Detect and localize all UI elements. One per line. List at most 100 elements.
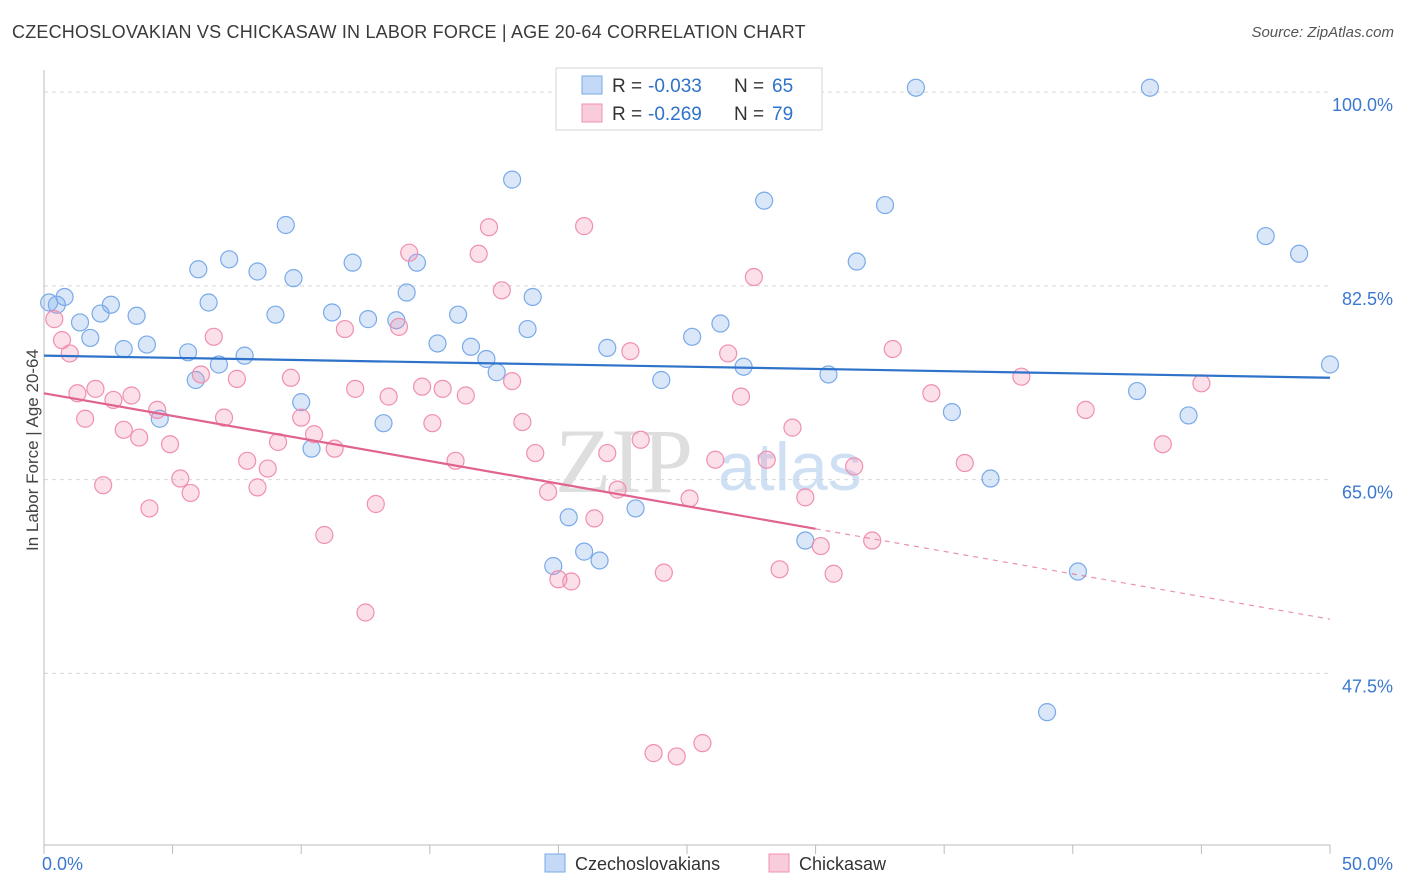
stats-n-value-chickasaw: 79: [772, 104, 793, 125]
point-chickasaw-36: [412, 377, 432, 396]
point-chickasaw-13: [160, 435, 180, 454]
point-czechoslovakians-39: [575, 542, 594, 561]
point-chickasaw-77: [1076, 400, 1095, 419]
y-tick-label-1: 82.5%: [1342, 289, 1393, 309]
point-chickasaw-21: [248, 478, 267, 497]
point-czechoslovakians-64: [652, 370, 671, 390]
point-chickasaw-42: [479, 218, 499, 237]
point-czechoslovakians-18: [276, 215, 295, 235]
watermark: ZIP atlas: [555, 410, 862, 512]
point-chickasaw-40: [456, 386, 475, 405]
trend-line-chickasaw: [43, 392, 816, 530]
point-czechoslovakians-53: [981, 469, 1000, 488]
point-czechoslovakians-50: [875, 195, 895, 215]
chart-title: CZECHOSLOVAKIAN VS CHICKASAW IN LABOR FO…: [12, 22, 806, 42]
point-chickasaw-73: [883, 339, 902, 359]
point-czechoslovakians-54: [1037, 703, 1057, 722]
point-chickasaw-54: [621, 342, 640, 361]
point-chickasaw-68: [796, 488, 815, 507]
stats-n-label-czechoslovakians: N =: [734, 76, 764, 97]
point-czechoslovakians-60: [1256, 226, 1275, 246]
point-czechoslovakians-47: [796, 531, 815, 550]
trend-line-czechoslovakians: [43, 354, 1331, 379]
point-czechoslovakians-2: [55, 287, 74, 307]
point-chickasaw-30: [346, 379, 365, 398]
point-chickasaw-61: [706, 450, 725, 469]
stats-r-value-chickasaw: -0.269: [648, 104, 702, 125]
stats-r-label-czechoslovakians: R =: [612, 76, 642, 97]
point-czechoslovakians-63: [220, 250, 239, 269]
point-czechoslovakians-38: [559, 508, 578, 527]
point-czechoslovakians-51: [906, 78, 926, 97]
trend-line-extension-chickasaw: [815, 528, 1331, 620]
point-chickasaw-69: [811, 536, 830, 556]
tick-labels: 100.0% 82.5% 65.0% 47.5% 0.0% 50.0%: [42, 95, 1393, 874]
point-chickasaw-44: [503, 372, 522, 391]
point-czechoslovakians-61: [1127, 381, 1147, 401]
point-chickasaw-56: [644, 744, 663, 763]
point-chickasaw-6: [94, 476, 113, 495]
stats-r-label-chickasaw: R =: [612, 104, 642, 125]
x-tick-label-0: 0.0%: [42, 854, 83, 874]
point-czechoslovakians-28: [407, 253, 427, 272]
y-tick-label-0: 100.0%: [1332, 95, 1393, 115]
point-chickasaw-60: [693, 734, 712, 753]
point-chickasaw-50: [575, 217, 594, 236]
watermark-atlas: atlas: [718, 429, 862, 505]
point-czechoslovakians-23: [343, 253, 362, 272]
point-czechoslovakians-20: [292, 393, 311, 412]
point-czechoslovakians-19: [284, 269, 303, 288]
point-chickasaw-12: [148, 400, 167, 419]
point-chickasaw-75: [955, 453, 974, 473]
point-czechoslovakians-9: [137, 335, 156, 354]
legend-swatch-czechoslovakians: [544, 853, 566, 873]
axes: [43, 70, 1331, 854]
point-chickasaw-64: [744, 267, 763, 287]
point-czechoslovakians-22: [322, 303, 342, 322]
point-chickasaw-34: [389, 317, 409, 336]
point-chickasaw-52: [598, 443, 617, 463]
point-chickasaw-26: [304, 425, 324, 444]
point-chickasaw-10: [130, 428, 149, 447]
trend-lines: [43, 354, 1331, 620]
point-chickasaw-71: [845, 457, 864, 476]
y-tick-label-3: 47.5%: [1342, 676, 1393, 696]
point-chickasaw-47: [539, 482, 558, 501]
point-chickasaw-65: [757, 450, 776, 469]
point-czechoslovakians-56: [1140, 78, 1160, 97]
point-chickasaw-32: [366, 494, 385, 514]
point-chickasaw-67: [783, 418, 802, 437]
point-czechoslovakians-52: [942, 403, 962, 422]
legend-swatch-chickasaw: [768, 853, 790, 873]
point-czechoslovakians-57: [1179, 406, 1198, 425]
chart-source: Source: ZipAtlas.com: [1251, 24, 1394, 41]
point-czechoslovakians-24: [358, 310, 378, 329]
point-chickasaw-31: [356, 603, 375, 622]
point-chickasaw-2: [60, 344, 79, 363]
point-chickasaw-46: [526, 443, 545, 463]
point-chickasaw-11: [140, 499, 159, 518]
stats-n-label-chickasaw: N =: [734, 104, 764, 125]
point-czechoslovakians-7: [114, 339, 133, 359]
stats-legend-frame: [555, 67, 823, 131]
point-chickasaw-57: [654, 563, 673, 582]
point-chickasaw-14: [171, 469, 190, 488]
point-czechoslovakians-16: [248, 262, 267, 281]
stats-r-value-czechoslovakians: -0.033: [648, 76, 702, 97]
point-chickasaw-17: [204, 327, 223, 346]
point-czechoslovakians-34: [503, 170, 522, 189]
point-chickasaw-49: [562, 572, 581, 591]
point-czechoslovakians-25: [374, 414, 393, 433]
point-chickasaw-58: [667, 747, 686, 766]
point-chickasaw-29: [335, 319, 355, 339]
data-points: [40, 78, 1340, 766]
point-chickasaw-24: [281, 368, 301, 387]
point-chickasaw-19: [227, 369, 246, 388]
point-czechoslovakians-49: [847, 252, 866, 271]
point-czechoslovakians-44: [711, 314, 730, 333]
point-chickasaw-15: [181, 483, 200, 503]
point-czechoslovakians-46: [755, 191, 774, 210]
legend-label-chickasaw: Chickasaw: [799, 854, 887, 874]
point-chickasaw-70: [824, 564, 843, 583]
point-chickasaw-72: [863, 531, 882, 550]
